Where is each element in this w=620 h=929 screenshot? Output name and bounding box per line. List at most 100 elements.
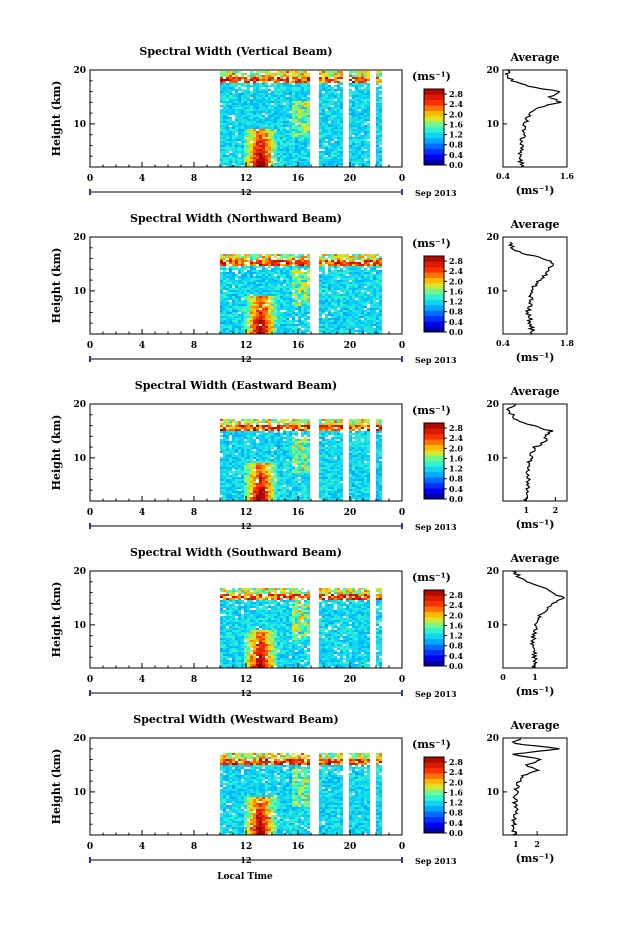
heatmap-cell: [364, 101, 367, 103]
heatmap-cell: [271, 262, 274, 264]
heatmap-cell: [238, 119, 241, 121]
heatmap-cell: [325, 157, 328, 159]
heatmap-cell: [292, 115, 295, 117]
heatmap-cell: [277, 495, 280, 497]
heatmap-cell: [379, 137, 382, 139]
heatmap-cell: [226, 298, 229, 300]
heatmap-cell: [238, 322, 241, 324]
heatmap-cell: [241, 312, 244, 314]
heatmap-cell: [232, 103, 235, 105]
heatmap-cell: [340, 163, 343, 165]
heatmap-cell: [274, 326, 277, 328]
heatmap-cell: [325, 302, 328, 304]
heatmap-cell: [244, 109, 247, 111]
heatmap-cell: [262, 85, 265, 87]
heatmap-cell: [229, 135, 232, 137]
heatmap-cell: [235, 81, 238, 83]
heatmap-cell: [319, 314, 322, 316]
heatmap-cell: [265, 324, 268, 326]
heatmap-cell: [304, 304, 307, 306]
heatmap-cell: [229, 117, 232, 119]
heatmap-cell: [250, 300, 253, 302]
heatmap-cell: [277, 113, 280, 115]
heatmap-cell: [286, 135, 289, 137]
heatmap-cell: [265, 264, 268, 266]
heatmap-cell: [334, 282, 337, 284]
heatmap-cell: [358, 272, 361, 274]
heatmap-cell: [265, 99, 268, 101]
heatmap-cell: [286, 117, 289, 119]
heatmap-cell: [349, 115, 352, 117]
heatmap-cell: [271, 91, 274, 93]
heatmap-cell: [337, 127, 340, 129]
heatmap-cell: [367, 103, 370, 105]
heatmap-cell: [307, 149, 310, 151]
heatmap-cell: [226, 157, 229, 159]
heatmap-cell: [262, 451, 265, 453]
heatmap-cell: [334, 75, 337, 77]
heatmap-cell: [325, 101, 328, 103]
heatmap-cell: [358, 107, 361, 109]
heatmap-cell: [247, 437, 250, 439]
heatmap-cell: [367, 260, 370, 262]
heatmap-cell: [301, 111, 304, 113]
heatmap-cell: [307, 155, 310, 157]
heatmap-cell: [256, 163, 259, 165]
heatmap-cell: [358, 320, 361, 322]
heatmap-cell: [256, 127, 259, 129]
heatmap-cell: [301, 288, 304, 290]
heatmap-cell: [259, 328, 262, 330]
heatmap-cell: [271, 330, 274, 332]
heatmap-cell: [355, 276, 358, 278]
heatmap-cell: [220, 139, 223, 141]
heatmap-cell: [340, 145, 343, 147]
heatmap-cell: [373, 254, 376, 256]
heatmap-cell: [220, 165, 223, 167]
heatmap-cell: [244, 493, 247, 495]
heatmap-cell: [244, 447, 247, 449]
heatmap-cell: [277, 300, 280, 302]
heatmap-cell: [334, 272, 337, 274]
heatmap-cell: [235, 298, 238, 300]
heatmap-cell: [244, 449, 247, 451]
heatmap-cell: [349, 125, 352, 127]
heatmap-cell: [343, 266, 346, 268]
heatmap-cell: [253, 81, 256, 83]
heatmap-cell: [256, 429, 259, 431]
heatmap-cell: [235, 447, 238, 449]
heatmap-cell: [274, 121, 277, 123]
heatmap-cell: [274, 433, 277, 435]
heatmap-cell: [232, 123, 235, 125]
heatmap-cell: [325, 87, 328, 89]
heatmap-cell: [334, 101, 337, 103]
heatmap-cell: [328, 276, 331, 278]
heatmap-cell: [349, 264, 352, 266]
heatmap-cell: [277, 153, 280, 155]
heatmap-cell: [355, 288, 358, 290]
heatmap-cell: [364, 318, 367, 320]
colorbar-frame: [423, 255, 445, 333]
heatmap-cell: [322, 266, 325, 268]
heatmap-cell: [241, 123, 244, 125]
heatmap-cell: [319, 139, 322, 141]
heatmap-cell: [289, 312, 292, 314]
heatmap-cell: [298, 294, 301, 296]
heatmap-cell: [355, 254, 358, 256]
heatmap-cell: [328, 85, 331, 87]
heatmap-cell: [334, 103, 337, 105]
heatmap-cell: [250, 499, 253, 501]
heatmap-cell: [268, 495, 271, 497]
heatmap-cell: [247, 85, 250, 87]
heatmap-cell: [259, 155, 262, 157]
heatmap-cell: [325, 135, 328, 137]
heatmap-cell: [220, 276, 223, 278]
heatmap-cell: [241, 121, 244, 123]
heatmap-cell: [325, 332, 328, 334]
heatmap-cell: [376, 326, 379, 328]
heatmap-cell: [226, 328, 229, 330]
heatmap-cell: [265, 87, 268, 89]
heatmap-cell: [271, 135, 274, 137]
heatmap-cell: [250, 117, 253, 119]
heatmap-cell: [277, 87, 280, 89]
heatmap-cell: [304, 79, 307, 81]
